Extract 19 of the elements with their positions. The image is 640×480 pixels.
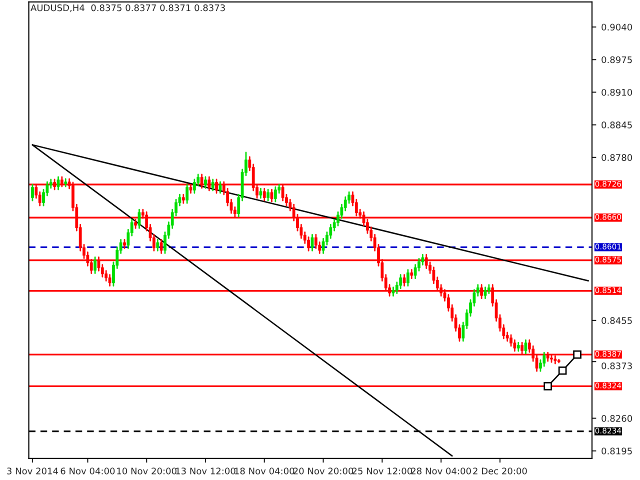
x-tick-label: 20 Nov 20:00 xyxy=(294,468,354,474)
y-tick-label: 0.8260 xyxy=(602,415,632,422)
x-tick-label: 13 Nov 12:00 xyxy=(176,468,236,474)
y-tick-label: 0.8373 xyxy=(602,362,632,370)
x-tick-label: 10 Nov 20:00 xyxy=(117,468,176,474)
x-tick-label: 18 Nov 04:00 xyxy=(234,468,294,474)
y-tick-label: 0.8455 xyxy=(602,317,632,324)
x-tick-label: 2 Dec 20:00 xyxy=(473,468,527,474)
y-tick-label: 0.8910 xyxy=(602,88,632,96)
x-tick-label: 6 Nov 04:00 xyxy=(60,468,115,474)
x-tick-label: 28 Nov 04:00 xyxy=(411,468,471,474)
y-tick-label: 0.9040 xyxy=(602,24,632,31)
y-tick-label: 0.8195 xyxy=(602,448,632,454)
y-tick-label: 0.8975 xyxy=(602,56,632,64)
y-tick-label: 0.8845 xyxy=(602,122,632,128)
y-tick-label: 0.8780 xyxy=(602,154,632,161)
chart-title: AUDUSD,H4 0.8375 0.8377 0.8371 0.8373 xyxy=(30,4,225,12)
x-tick-label: 3 Nov 2014 xyxy=(7,468,58,474)
x-tick-label: 25 Nov 12:00 xyxy=(352,468,412,474)
